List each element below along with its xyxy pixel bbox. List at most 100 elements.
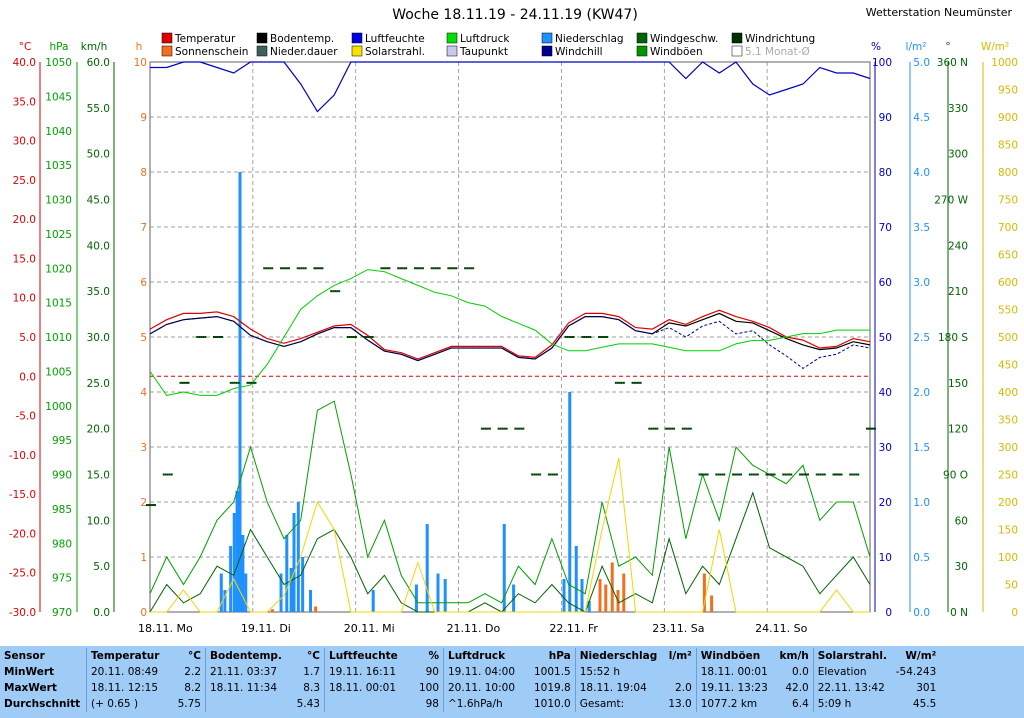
direction-dot bbox=[549, 473, 552, 476]
precip-bar bbox=[580, 579, 584, 612]
direction-tick-label: 30 bbox=[955, 561, 968, 573]
stats-press-unit: hPa bbox=[548, 650, 571, 662]
sunshine-bar bbox=[270, 609, 274, 612]
direction-dot bbox=[434, 267, 437, 270]
direction-dot bbox=[838, 473, 841, 476]
wind-tick-label: 15.0 bbox=[87, 470, 110, 482]
direction-dot bbox=[851, 473, 854, 476]
stats-hum-time: 19.11. 16:11 bbox=[324, 664, 411, 680]
direction-dot bbox=[321, 267, 324, 270]
solar-tick-label: 250 bbox=[998, 470, 1018, 482]
pressure-tick-label: 1000 bbox=[45, 401, 72, 413]
direction-dot bbox=[317, 267, 320, 270]
solar-tick-label: 550 bbox=[998, 305, 1018, 317]
direction-dot bbox=[187, 381, 190, 384]
direction-dot bbox=[652, 427, 655, 430]
humidity-tick-label: 40 bbox=[879, 387, 892, 399]
sunshine-bar bbox=[604, 584, 608, 612]
direction-dot bbox=[338, 290, 341, 293]
pressure-tick-label: 1045 bbox=[45, 91, 72, 103]
temperature-tick-label: -5.0 bbox=[16, 411, 37, 423]
direction-dot bbox=[285, 267, 288, 270]
precip-bar bbox=[229, 546, 233, 612]
direction-dot bbox=[819, 473, 822, 476]
direction-dot bbox=[183, 381, 186, 384]
direction-dot bbox=[181, 381, 184, 384]
stats-temp-time: 20.11. 08:49 bbox=[86, 664, 173, 680]
direction-dot bbox=[451, 267, 454, 270]
direction-dot bbox=[263, 267, 266, 270]
stats-solar-time: 22.11. 13:42 bbox=[812, 680, 892, 696]
direction-dot bbox=[683, 427, 686, 430]
hours-tick-label: 3 bbox=[140, 442, 147, 454]
legend-label: Niederschlag bbox=[555, 33, 624, 45]
legend-label: Luftfeuchte bbox=[365, 33, 425, 45]
direction-dot bbox=[235, 381, 238, 384]
legend-swatch bbox=[541, 45, 553, 57]
direction-dot bbox=[449, 267, 452, 270]
direction-dot bbox=[803, 473, 806, 476]
precip-bar bbox=[235, 491, 239, 612]
direction-tick-label: 300 bbox=[948, 149, 968, 161]
direction-dot bbox=[614, 381, 617, 384]
direction-dot bbox=[786, 473, 789, 476]
solar-tick-label: 800 bbox=[998, 167, 1018, 179]
direction-dot bbox=[218, 336, 221, 338]
legend-label: 5.1 Monat-Ø bbox=[745, 46, 810, 58]
direction-dot bbox=[522, 427, 525, 430]
stats-soil-value: 8.3 bbox=[303, 682, 320, 694]
wind-tick-label: 35.0 bbox=[87, 286, 110, 298]
wind-tick-label: 0.0 bbox=[93, 607, 110, 619]
direction-dot bbox=[581, 336, 584, 338]
temperature-tick-label: 20.0 bbox=[13, 214, 36, 226]
precip-bar bbox=[289, 568, 293, 612]
direction-tick-label: 150 bbox=[948, 378, 968, 390]
pressure-tick-label: 1015 bbox=[45, 298, 72, 310]
direction-dot bbox=[330, 290, 333, 293]
direction-dot bbox=[413, 267, 416, 270]
solar-tick-label: 400 bbox=[998, 387, 1018, 399]
stats-temp-unit: °C bbox=[188, 650, 201, 662]
temperature-tick-label: 30.0 bbox=[13, 136, 36, 148]
direction-dot bbox=[673, 427, 676, 430]
direction-dot bbox=[488, 427, 491, 430]
legend-label: Windböen bbox=[650, 46, 703, 58]
direction-dot bbox=[233, 381, 236, 384]
precip-bar bbox=[436, 573, 440, 612]
direction-dot bbox=[600, 336, 603, 338]
stats-rain-time: Gesamt: bbox=[574, 696, 664, 712]
solar-tick-label: 1000 bbox=[991, 57, 1018, 69]
solar-tick-label: 0 bbox=[1011, 607, 1018, 619]
direction-dot bbox=[518, 427, 521, 430]
precip-bar bbox=[562, 579, 566, 612]
precip-bar bbox=[425, 524, 429, 612]
direction-dot bbox=[279, 267, 282, 270]
direction-dot bbox=[148, 504, 150, 507]
direction-dot bbox=[486, 427, 489, 430]
direction-dot bbox=[717, 473, 720, 476]
hours-tick-label: 10 bbox=[134, 57, 147, 69]
hours-tick-label: 2 bbox=[140, 497, 147, 509]
direction-dot bbox=[648, 427, 651, 430]
direction-dot bbox=[229, 381, 232, 384]
precip-bar bbox=[292, 513, 296, 612]
direction-dot bbox=[547, 473, 550, 476]
direction-dot bbox=[639, 381, 642, 384]
humidity-tick-label: 50 bbox=[879, 332, 892, 344]
direction-dot bbox=[553, 473, 556, 476]
stats-rain-value bbox=[664, 664, 697, 680]
precip-tick-label: 2.5 bbox=[913, 332, 930, 344]
legend-swatch bbox=[731, 32, 743, 44]
direction-dot bbox=[815, 473, 818, 476]
legend-label: Windchill bbox=[555, 46, 603, 58]
stats-soil-time: 18.11. 11:34 bbox=[205, 680, 292, 696]
legend-label: Taupunkt bbox=[459, 46, 508, 58]
direction-dot bbox=[421, 267, 424, 270]
direction-dot bbox=[269, 267, 272, 270]
direction-dot bbox=[752, 473, 755, 476]
legend-swatch bbox=[446, 45, 458, 57]
sunshine-bar bbox=[598, 579, 602, 612]
precip-bar bbox=[568, 392, 572, 612]
temperature-unit-label: °C bbox=[19, 41, 32, 53]
direction-dot bbox=[832, 473, 835, 476]
